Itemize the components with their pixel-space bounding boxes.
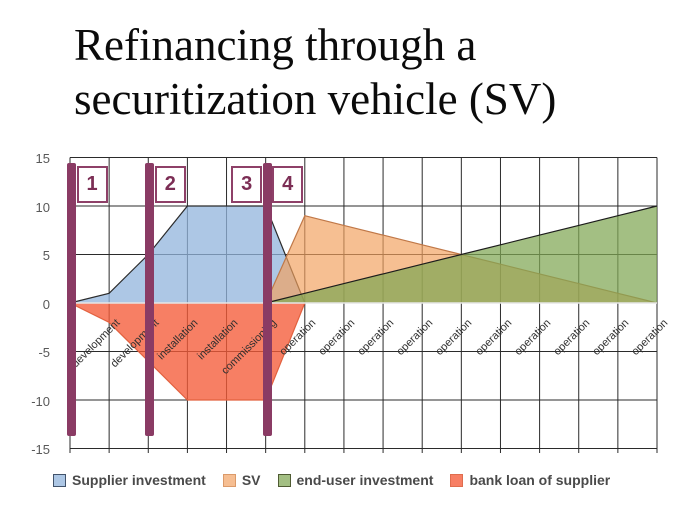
legend-swatch [450,473,464,487]
phase-bar [262,163,272,436]
series-area [70,206,657,303]
slide-title-line1: Refinancing through a [74,20,477,70]
legend-label: bank loan of supplier [469,472,611,488]
series-outline [265,205,658,304]
phase-number-badge: 2 [154,166,186,203]
legend-item: bank loan of supplier [450,472,610,488]
phase-number-badge: 4 [272,166,304,203]
series-area [70,206,657,303]
phase-bar [67,163,76,436]
slide-title-line2: securitization vehicle (SV) [74,74,557,125]
legend-label: SV [241,472,261,488]
legend-swatch [277,473,291,487]
series-area [70,303,657,400]
chart-legend: Supplier investment SV end-user investment… [53,472,610,488]
y-axis-label: 10 [35,199,50,215]
legend-swatch [53,473,66,487]
slide-title: Refinancing through a securitization veh… [74,18,684,127]
y-axis-label: 0 [42,296,50,312]
phase-number-badge: 3 [231,166,263,203]
y-axis-label: -5 [38,345,50,360]
legend-label: Supplier investment [72,472,206,488]
y-axis-label: -10 [31,393,50,409]
y-axis-label: 5 [42,248,50,263]
legend-item: Supplier investment [53,472,206,488]
y-axis-label: 15 [35,151,50,166]
legend-item: end-user investment [277,472,434,488]
y-axis-label: -15 [31,442,50,457]
legend-swatch [222,473,236,487]
legend-item: SV [222,472,261,488]
legend-label: end-user investment [296,472,434,488]
phase-bar [145,163,155,436]
phase-number-badge: 1 [76,166,108,203]
